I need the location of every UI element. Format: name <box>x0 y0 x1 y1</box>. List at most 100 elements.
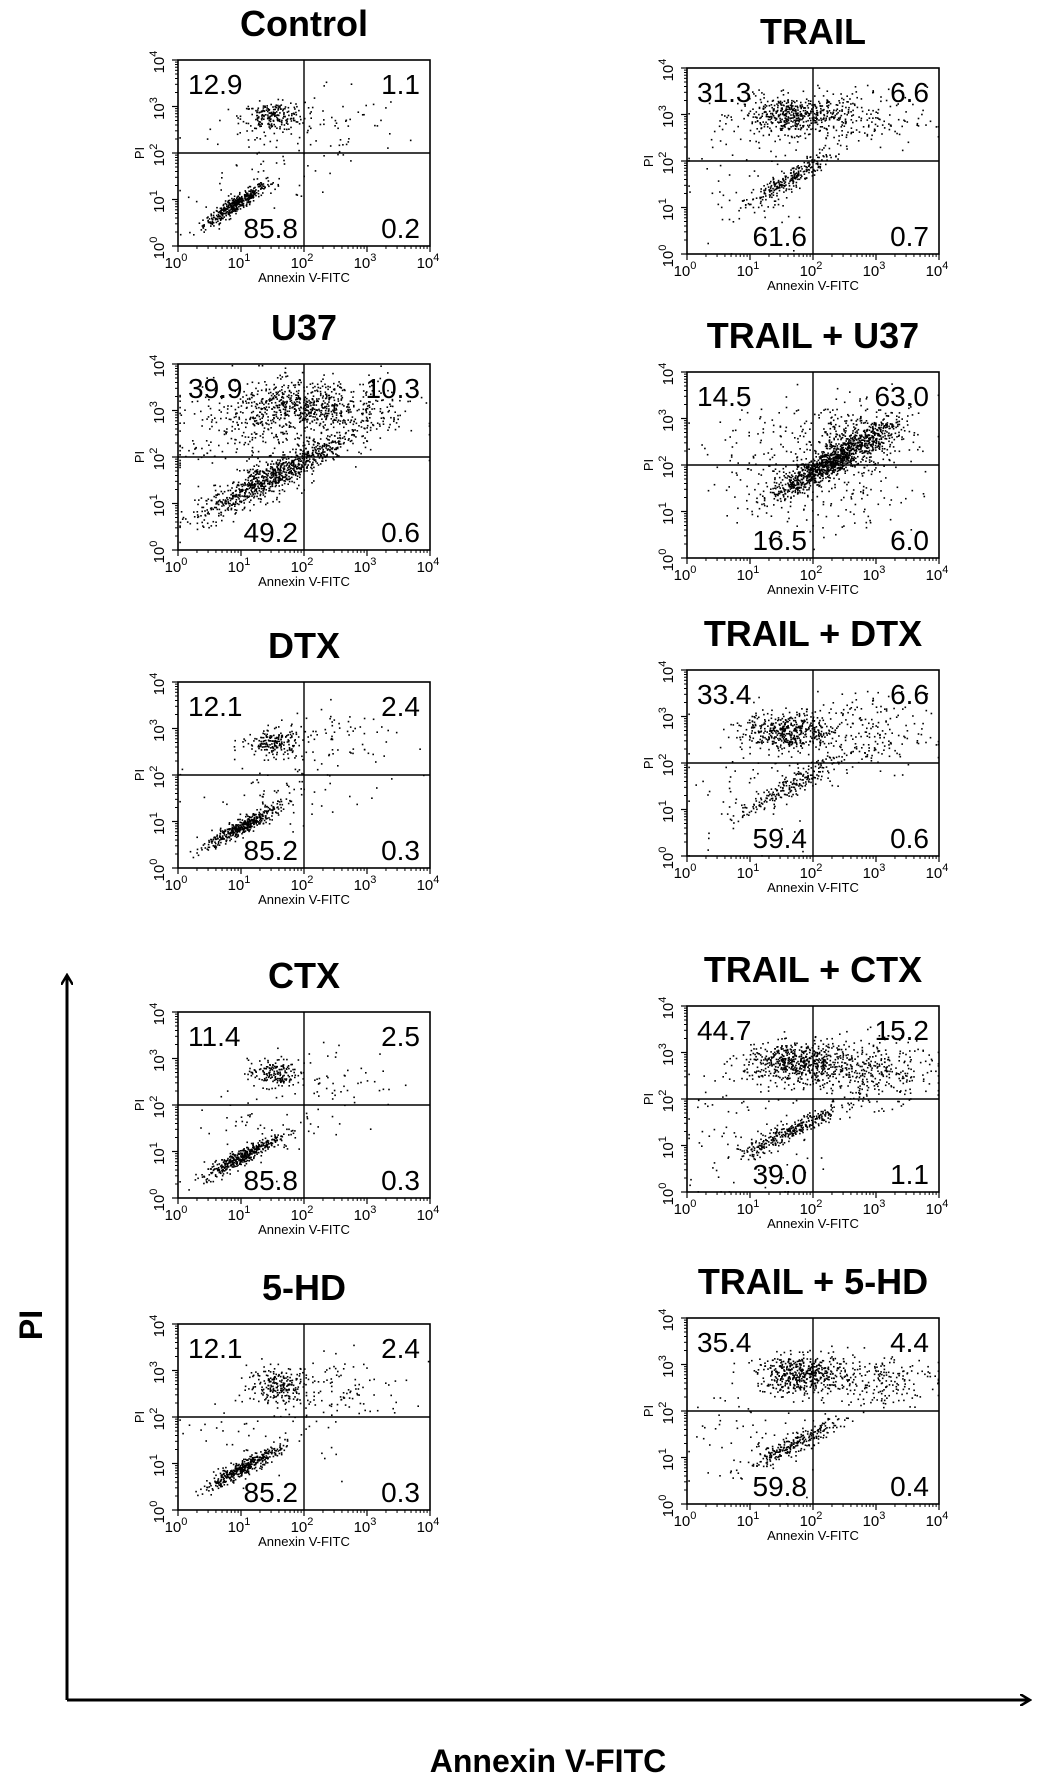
event-dot <box>847 462 849 464</box>
event-dot <box>780 125 783 127</box>
event-dot <box>788 142 791 144</box>
event-dot <box>294 464 297 466</box>
event-dot <box>281 472 283 474</box>
event-dot <box>798 173 800 176</box>
event-dot <box>270 118 272 120</box>
quadrant-value-lower-right: 0.6 <box>381 517 420 548</box>
event-dot <box>818 130 821 132</box>
event-dot <box>222 217 224 220</box>
event-dot <box>326 414 329 417</box>
event-dot <box>255 403 258 405</box>
event-dot <box>809 167 812 169</box>
event-dot <box>803 472 805 475</box>
event-dot <box>219 499 221 501</box>
event-dot <box>224 499 227 501</box>
event-dot <box>215 218 218 220</box>
event-dot <box>252 417 254 419</box>
event-dot <box>335 453 337 455</box>
event-dot <box>305 461 307 463</box>
panel-title: U37 <box>271 307 337 348</box>
event-dot <box>234 505 236 507</box>
event-dot <box>792 112 795 115</box>
event-dot <box>763 125 766 128</box>
event-dot <box>261 420 263 423</box>
event-dot <box>245 107 248 110</box>
event-dot <box>764 106 767 109</box>
event-dot <box>782 496 785 498</box>
event-dot <box>816 118 818 121</box>
event-dot <box>800 484 803 487</box>
event-dot <box>247 479 249 482</box>
event-dot <box>266 409 268 411</box>
event-dot <box>826 466 828 468</box>
event-dot <box>823 147 825 149</box>
event-dot <box>294 471 296 473</box>
event-dot <box>820 111 822 114</box>
event-dot <box>795 113 798 116</box>
event-dot <box>773 116 776 119</box>
event-dot <box>342 144 344 146</box>
event-dot <box>227 405 229 407</box>
event-dot <box>364 427 366 430</box>
event-dot <box>767 115 770 118</box>
event-dot <box>265 388 267 390</box>
event-dot <box>711 146 714 149</box>
event-dot <box>365 394 367 396</box>
event-dot <box>256 492 259 495</box>
event-dot <box>362 396 365 398</box>
event-dot <box>796 174 799 177</box>
event-dot <box>799 105 802 108</box>
event-dot <box>214 218 217 221</box>
event-dot <box>286 119 288 121</box>
event-dot <box>267 472 270 475</box>
event-dot <box>272 473 274 476</box>
event-dot <box>201 419 204 421</box>
event-dot <box>299 421 301 423</box>
event-dot <box>313 97 316 99</box>
event-dot <box>272 414 274 416</box>
event-dot <box>775 110 777 113</box>
event-dot <box>286 410 289 413</box>
event-dot <box>829 469 831 471</box>
event-dot <box>333 441 335 443</box>
event-dot <box>247 484 249 487</box>
event-dot <box>289 471 292 473</box>
event-dot <box>782 184 784 187</box>
event-dot <box>397 414 399 417</box>
event-dot <box>256 114 259 117</box>
event-dot <box>391 399 394 402</box>
event-dot <box>795 149 797 151</box>
event-dot <box>781 113 784 115</box>
event-dot <box>786 122 788 125</box>
event-dot <box>181 518 184 520</box>
event-dot <box>891 436 893 439</box>
event-dot <box>214 217 217 220</box>
event-dot <box>762 108 765 110</box>
event-dot <box>260 187 262 190</box>
event-dot <box>245 199 247 201</box>
event-dot <box>276 139 278 142</box>
event-dot <box>286 128 288 131</box>
event-dot <box>270 126 273 128</box>
event-dot <box>789 501 792 503</box>
event-dot <box>234 428 236 430</box>
event-dot <box>233 208 235 210</box>
event-dot <box>250 189 252 191</box>
event-dot <box>299 473 301 476</box>
event-dot <box>361 114 364 116</box>
event-dot <box>217 220 219 222</box>
event-dot <box>283 124 286 126</box>
event-dot <box>784 181 787 183</box>
event-dot <box>779 184 781 186</box>
event-dot <box>207 498 210 500</box>
event-dot <box>847 101 849 103</box>
event-dot <box>795 110 797 113</box>
event-dot <box>783 120 786 122</box>
event-dot <box>782 487 785 490</box>
event-dot <box>286 395 289 398</box>
event-dot <box>792 105 794 107</box>
event-dot <box>755 197 758 199</box>
event-dot <box>219 217 222 220</box>
event-dot <box>286 439 288 441</box>
event-dot <box>270 103 272 106</box>
